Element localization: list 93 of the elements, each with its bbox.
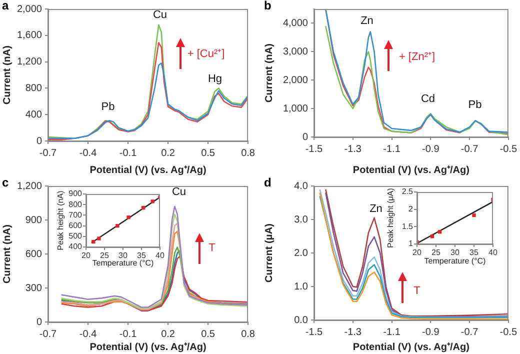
y-tick-label: 0.0 [294,314,308,326]
x-tick-label: -0.1 [119,148,138,159]
annotation: T [208,242,216,254]
x-tick-label: -1.1 [383,326,401,338]
y-tick-label: 2 [408,204,414,214]
x-tick-label: -0.9 [422,144,440,155]
x-tick-label: -0.7 [460,144,479,155]
chart-title: b [264,0,272,12]
annotation: Pb [101,101,115,114]
x-axis-title: Potential (V) (vs. Ag⁺/Ag) [352,342,470,353]
x-tick-label: 35 [137,251,146,260]
x-tick-label: 0.5 [201,328,216,340]
x-axis-title: Temperature (°C) [424,256,486,266]
y-tick-label: 1,000 [282,103,308,114]
y-tick-label: 1,200 [16,180,42,192]
x-tick-label: -1.3 [344,144,362,155]
chart-title: d [264,175,272,190]
x-tick-label: -1.5 [305,326,324,338]
x-tick-label: 20 [82,251,91,260]
y-tick-label: 2.5 [402,187,414,196]
annotation: + [Cu²⁺] [187,48,225,60]
y-tick-label: 0 [302,132,308,143]
x-axis-title: Potential (V) (vs. Ag⁺/Ag) [90,164,206,176]
x-tick-label: -1.1 [383,144,401,155]
annotation: T [414,285,421,298]
x-tick-label: -0.4 [79,148,98,159]
y-tick-label: 0 [36,316,42,328]
y-tick-label: 4.0 [294,180,308,192]
annotation: + [Zn²⁺] [398,51,436,64]
x-tick-label: 40 [156,251,165,260]
y-tick-label: 800 [25,82,42,94]
y-tick-label: 0 [36,136,42,147]
y-tick-label: 400 [68,242,83,252]
x-tick-label: -0.5 [500,144,518,155]
x-tick-label: -0.7 [460,326,479,338]
y-tick-label: 400 [25,109,42,120]
x-tick-label: 20 [412,248,422,258]
y-tick-label: 1,600 [16,30,42,42]
annotation: Zn [370,203,382,216]
y-tick-label: 600 [25,248,42,260]
x-tick-label: 35 [470,248,479,258]
y-axis-title: Current (nA) [2,224,13,284]
y-tick-label: 600 [68,221,83,230]
y-tick-label: 4,000 [282,18,308,29]
x-tick-label: -0.9 [422,326,440,338]
y-tick-label: 3.0 [294,214,308,226]
chart-title: a [2,0,9,12]
x-tick-label: 0.2 [161,148,176,159]
y-axis-title: Current (nA) [2,46,13,104]
y-tick-label: 300 [25,282,42,294]
y-axis-title: Current (μA) [264,224,275,282]
x-axis-title: Potential (V) (vs. Ag⁺/Ag) [352,164,470,176]
x-tick-label: 30 [450,248,460,258]
annotation: Cd [420,93,436,106]
y-tick-label: 2.0 [294,248,308,259]
y-axis-title: Current (nA) [264,44,275,102]
y-tick-label: 1.5 [402,222,414,231]
y-tick-label: 700 [68,210,83,220]
x-axis-title: Potential (V) (vs. Ag⁺/Ag) [90,342,206,353]
chart-title: c [2,175,9,190]
x-tick-label: -0.4 [79,328,98,340]
y-axis-title: Peak height (nA) [56,190,66,250]
y-axis-title: Peak height (μA) [386,188,396,248]
x-tick-label: 0.2 [161,328,176,340]
annotation: Cu [172,186,186,198]
x-tick-label: -0.7 [39,328,58,340]
x-tick-label: -1.3 [344,326,362,338]
y-tick-label: 900 [25,214,42,226]
x-axis-title: Temperature (°C) [92,258,154,268]
x-tick-label: -1.5 [305,144,324,155]
annotation: Pb [468,99,482,112]
x-tick-label: -0.5 [500,326,518,338]
annotation: Cu [152,9,168,22]
x-tick-label: 0.8 [241,328,256,340]
x-tick-label: 0.5 [201,148,216,159]
x-tick-label: 0.8 [241,148,256,159]
x-tick-label: 40 [488,248,498,258]
annotation: Hg [208,73,222,86]
x-tick-label: 25 [100,251,110,260]
annotation: Zn [360,15,374,28]
x-tick-label: 30 [118,251,128,260]
x-tick-label: 25 [432,248,441,258]
y-tick-label: 2,000 [282,74,308,86]
y-tick-label: 3,000 [282,46,308,58]
x-tick-label: -0.1 [119,328,138,340]
y-tick-label: 1.0 [294,281,308,292]
y-tick-label: 500 [68,232,83,241]
y-tick-label: 1,200 [16,56,42,68]
y-tick-label: 1 [408,239,414,248]
y-tick-label: 800 [68,200,83,209]
x-tick-label: -0.7 [39,148,58,159]
y-tick-label: 2,000 [16,4,42,15]
y-tick-label: 900 [68,189,83,198]
